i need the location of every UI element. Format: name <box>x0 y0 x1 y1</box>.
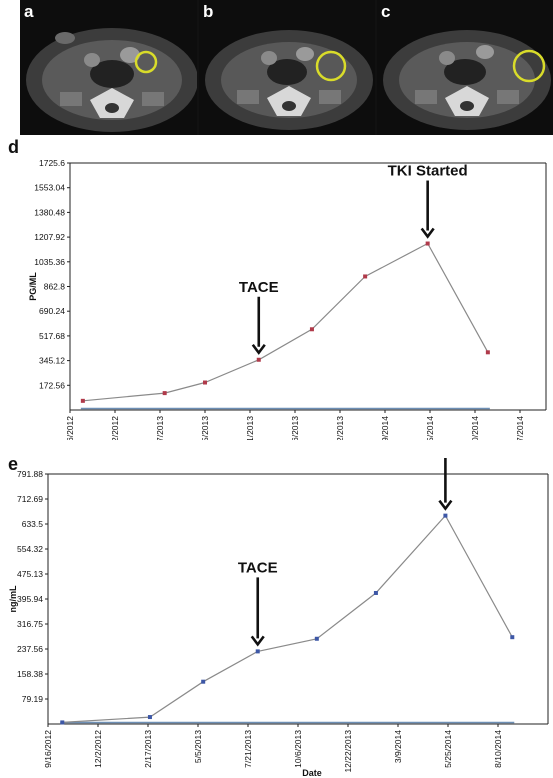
annotation-arrow-head <box>250 635 265 647</box>
y-tick-label: 395.94 <box>17 594 43 604</box>
panel-letter-b: b <box>203 2 214 21</box>
data-point <box>485 350 490 355</box>
x-tick-label: 8/10/2014 <box>470 416 480 440</box>
x-tick-label: 12/22/2013 <box>335 416 345 440</box>
y-tick-label: 158.38 <box>17 669 43 679</box>
data-point <box>363 274 368 279</box>
y-tick-label: 517.68 <box>39 331 65 341</box>
y-tick-label: 791.88 <box>17 469 43 479</box>
y-tick-label: 79.19 <box>22 694 44 704</box>
x-axis-title: Date <box>302 768 322 778</box>
panel-letter-c: c <box>381 2 391 21</box>
lesion-highlight-circle <box>315 50 347 82</box>
y-tick-label: 172.56 <box>39 380 65 390</box>
y-tick-label: 475.13 <box>17 569 43 579</box>
data-point <box>80 398 85 403</box>
x-tick-label: 10/6/2013 <box>290 416 300 440</box>
y-tick-label: 1207.92 <box>34 232 65 242</box>
annotation-arrow-head <box>438 499 453 511</box>
ct-scan-panel-c: c <box>377 0 553 135</box>
y-tick-label: 862.8 <box>44 282 66 292</box>
x-tick-label: 12/22/2013 <box>343 730 353 773</box>
series-line <box>82 242 489 402</box>
data-point <box>373 590 378 595</box>
y-tick-label: 345.12 <box>39 356 65 366</box>
annotation-arrow-head <box>420 227 435 239</box>
y-axis-title: PG/ML <box>28 272 38 301</box>
x-tick-label: 3/9/2014 <box>393 730 403 763</box>
ct-scan-image-b <box>199 0 375 135</box>
x-tick-label: 5/25/2014 <box>425 416 435 440</box>
x-tick-label: 12/2/2012 <box>110 416 120 440</box>
chart-letter-d: d <box>8 137 19 157</box>
chart-letter-e: e <box>8 454 19 474</box>
x-tick-label: 2/17/2013 <box>155 416 165 440</box>
data-point <box>162 391 167 396</box>
y-tick-label: 1035.36 <box>34 257 65 267</box>
series-line <box>62 514 513 723</box>
x-tick-label: 7/21/2013 <box>243 730 253 768</box>
lesion-highlight-circle <box>512 49 546 83</box>
y-tick-label: 1725.6 <box>39 158 65 168</box>
y-tick-label: 237.56 <box>17 644 43 654</box>
y-tick-label: 1553.04 <box>34 183 65 193</box>
x-tick-label: 9/16/2012 <box>65 416 75 440</box>
x-tick-label: 12/2/2012 <box>93 730 103 768</box>
x-tick-label: 8/10/2014 <box>493 730 503 768</box>
panel-letter-a: a <box>24 2 34 21</box>
y-axis-title: ng/mL <box>8 585 18 612</box>
x-tick-label: 5/25/2014 <box>443 730 453 768</box>
y-tick-label: 554.32 <box>17 544 43 554</box>
annotation-arrow-head <box>251 343 266 355</box>
data-point <box>510 635 515 640</box>
chart-d-pg-ml: 172.56 345.12 517.68 690.24 862.8 1035.36 1207… <box>28 158 547 440</box>
data-point <box>314 636 319 641</box>
annotation-label: TKI Started <box>388 163 468 180</box>
chart-e-ng-ml: 79.19 158.38 237.56 316.75 395.94 475.13 554.3… <box>8 458 549 778</box>
data-point <box>256 357 261 362</box>
data-point <box>203 380 207 385</box>
ct-scan-panel-a: a <box>20 0 197 135</box>
annotation-label: TACE <box>239 279 279 296</box>
ct-scan-image-a <box>20 0 197 135</box>
annotation-label: TACE <box>238 559 278 576</box>
y-tick-label: 712.69 <box>17 494 43 504</box>
x-tick-label: 9/16/2012 <box>43 730 53 768</box>
x-tick-label: 5/5/2013 <box>200 416 210 440</box>
y-tick-label: 633.5 <box>22 519 44 529</box>
data-point <box>309 327 314 332</box>
data-point <box>201 679 206 684</box>
x-tick-label: 2/17/2013 <box>143 730 153 768</box>
data-point <box>425 241 430 246</box>
data-point <box>255 649 260 654</box>
x-tick-label: 7/21/2013 <box>245 416 255 440</box>
y-tick-label: 690.24 <box>39 306 65 316</box>
ct-scan-strip: a b c <box>20 0 553 135</box>
y-tick-label: 1380.48 <box>34 207 65 217</box>
lesion-highlight-circle <box>134 50 158 74</box>
x-tick-label: 10/27/2014 <box>515 416 525 440</box>
x-tick-label: 5/5/2013 <box>193 730 203 763</box>
y-tick-label: 316.75 <box>17 619 43 629</box>
ct-scan-panel-b: b <box>199 0 375 135</box>
x-tick-label: 10/6/2013 <box>293 730 303 768</box>
data-point <box>60 720 65 725</box>
ct-scan-image-c <box>377 0 553 135</box>
x-tick-label: 3/9/2014 <box>380 416 390 440</box>
data-point <box>147 715 152 720</box>
data-point <box>443 513 448 518</box>
